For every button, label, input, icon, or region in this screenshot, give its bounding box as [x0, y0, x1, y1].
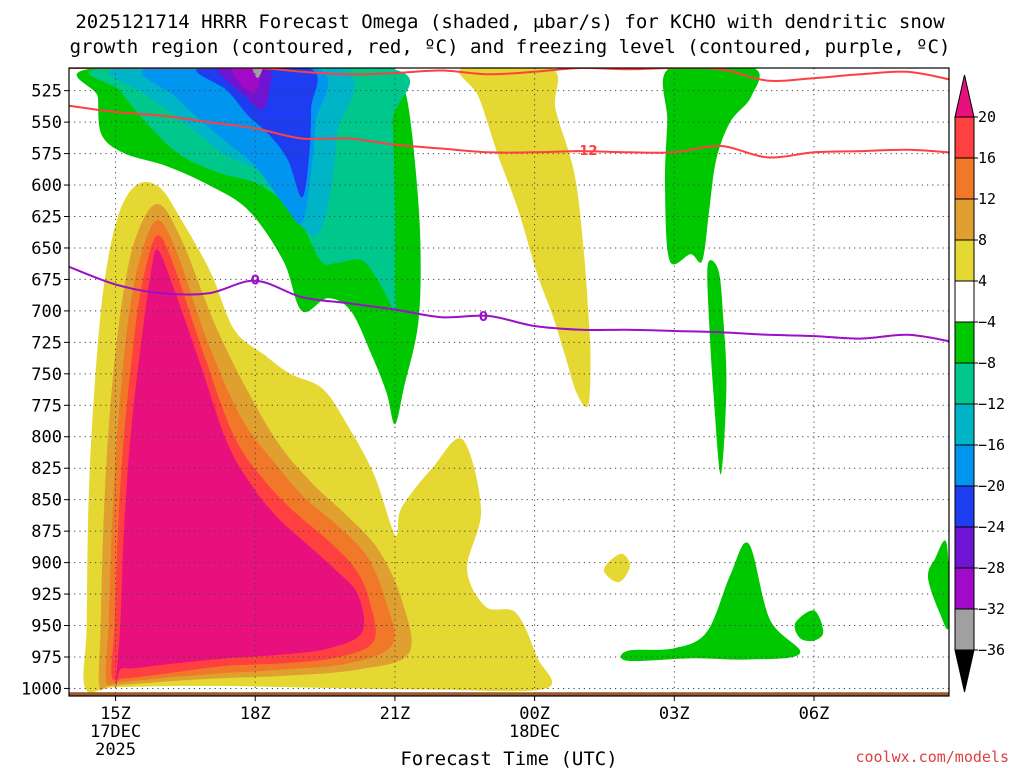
colorbar-bin-7 — [954, 362, 975, 405]
colorbar-label-0: 20 — [978, 108, 996, 126]
plot-frame — [68, 67, 950, 697]
y-tick-label-625: 625 — [31, 208, 62, 228]
x-tick-label-24-1: 18DEC — [509, 722, 560, 742]
colorbar-bin-10 — [954, 485, 975, 528]
y-tick-label-975: 975 — [31, 648, 62, 668]
y-tick-label-775: 775 — [31, 396, 62, 416]
colorbar-bin-11 — [954, 526, 975, 569]
y-tick-label-650: 650 — [31, 239, 62, 259]
omega-shading — [76, 68, 949, 693]
colorbar-label-9: −20 — [978, 477, 1005, 495]
contour-line-1 — [69, 104, 949, 159]
y-tick-label-1000: 1000 — [21, 679, 62, 699]
omega-region-18 — [231, 68, 261, 94]
ground-surface — [69, 692, 949, 696]
colorbar-bin-12 — [954, 567, 975, 610]
colorbar-label-11: −28 — [978, 559, 1005, 577]
y-tick-label-600: 600 — [31, 176, 62, 196]
y-tick-label-575: 575 — [31, 145, 62, 165]
y-axis: 525 550 575 600 625 650 675 700 725 750 775 800 825 8… — [21, 82, 69, 699]
omega-region-7 — [794, 610, 824, 642]
contour-line-2 — [69, 265, 949, 343]
x-tick-label-15-2: 2025 — [95, 740, 136, 760]
colorbar-bin-5 — [954, 280, 975, 323]
contour-label-1-0: -12 — [574, 144, 598, 159]
x-tick-label-30-0: 06Z — [799, 704, 830, 724]
y-tick-label-550: 550 — [31, 113, 62, 133]
colorbar-label-10: −24 — [978, 518, 1005, 536]
x-tick-label-24-0: 00Z — [519, 704, 550, 724]
colorbar-bin-8 — [954, 403, 975, 446]
colorbar-bin-9 — [954, 444, 975, 487]
chart-title-line-2: growth region (contoured, red, ºC) and f… — [70, 36, 951, 58]
x-tick-label-21-0: 21Z — [380, 704, 411, 724]
x-tick-label-15-1: 17DEC — [90, 722, 141, 742]
y-tick-label-950: 950 — [31, 617, 62, 637]
omega-region-5 — [707, 260, 727, 475]
colorbar-bin-2 — [954, 157, 975, 200]
contour-label-2-1: 0 — [479, 310, 488, 325]
colorbar-label-7: −12 — [978, 395, 1005, 413]
chart-title-line-1: 2025121714 HRRR Forecast Omega (shaded, … — [75, 11, 945, 33]
colorbar-label-5: −4 — [978, 313, 996, 331]
y-tick-label-900: 900 — [31, 554, 62, 574]
colorbar-label-13: −36 — [978, 641, 1005, 659]
y-tick-label-850: 850 — [31, 491, 62, 511]
omega-region-1 — [459, 68, 591, 408]
omega-region-15 — [115, 249, 365, 690]
colorbar-label-3: 8 — [978, 231, 987, 249]
omega-region-6 — [620, 542, 801, 662]
colorbar-bottom-arrow — [954, 649, 975, 693]
y-tick-label-800: 800 — [31, 428, 62, 448]
omega-region-4 — [662, 68, 760, 265]
colorbar-bin-1 — [954, 116, 975, 159]
y-tick-label-700: 700 — [31, 302, 62, 322]
temperature-contours: -12 0 0 — [69, 68, 949, 343]
colorbar-bin-13 — [954, 608, 975, 651]
contour-line-0 — [69, 68, 949, 82]
credit-link[interactable]: coolwx.com/models — [855, 748, 1009, 766]
colorbar-bin-4 — [954, 239, 975, 282]
colorbar-top-arrow — [954, 74, 975, 118]
x-tick-label-15-0: 15Z — [100, 704, 131, 724]
y-tick-label-725: 725 — [31, 333, 62, 353]
colorbar-label-8: −16 — [978, 436, 1005, 454]
x-tick-label-18-0: 18Z — [240, 704, 271, 724]
colorbar-bin-3 — [954, 198, 975, 241]
colorbar-bin-6 — [954, 321, 975, 364]
colorbar-label-6: −8 — [978, 354, 996, 372]
y-tick-label-925: 925 — [31, 585, 62, 605]
omega-region-19 — [252, 68, 263, 79]
omega-region-16 — [196, 68, 318, 198]
colorbar-label-1: 16 — [978, 149, 996, 167]
omega-region-2 — [603, 553, 631, 583]
colorbar-label-2: 12 — [978, 190, 996, 208]
omega-region-8 — [927, 540, 949, 630]
contour-label-2-0: 0 — [251, 273, 260, 288]
y-tick-label-525: 525 — [31, 82, 62, 102]
colorbar-label-12: −32 — [978, 600, 1005, 618]
x-axis-title: Forecast Time (UTC) — [400, 748, 617, 768]
y-tick-label-675: 675 — [31, 270, 62, 290]
y-tick-label-875: 875 — [31, 522, 62, 542]
colorbar-label-4: 4 — [978, 272, 987, 290]
x-tick-label-27-0: 03Z — [659, 704, 690, 724]
y-tick-label-825: 825 — [31, 459, 62, 479]
colorbar: 20 16 12 8 4 −4 −8 −12 −16 −20 −24 −28 −32 −36 — [954, 74, 1005, 693]
y-tick-label-750: 750 — [31, 365, 62, 385]
